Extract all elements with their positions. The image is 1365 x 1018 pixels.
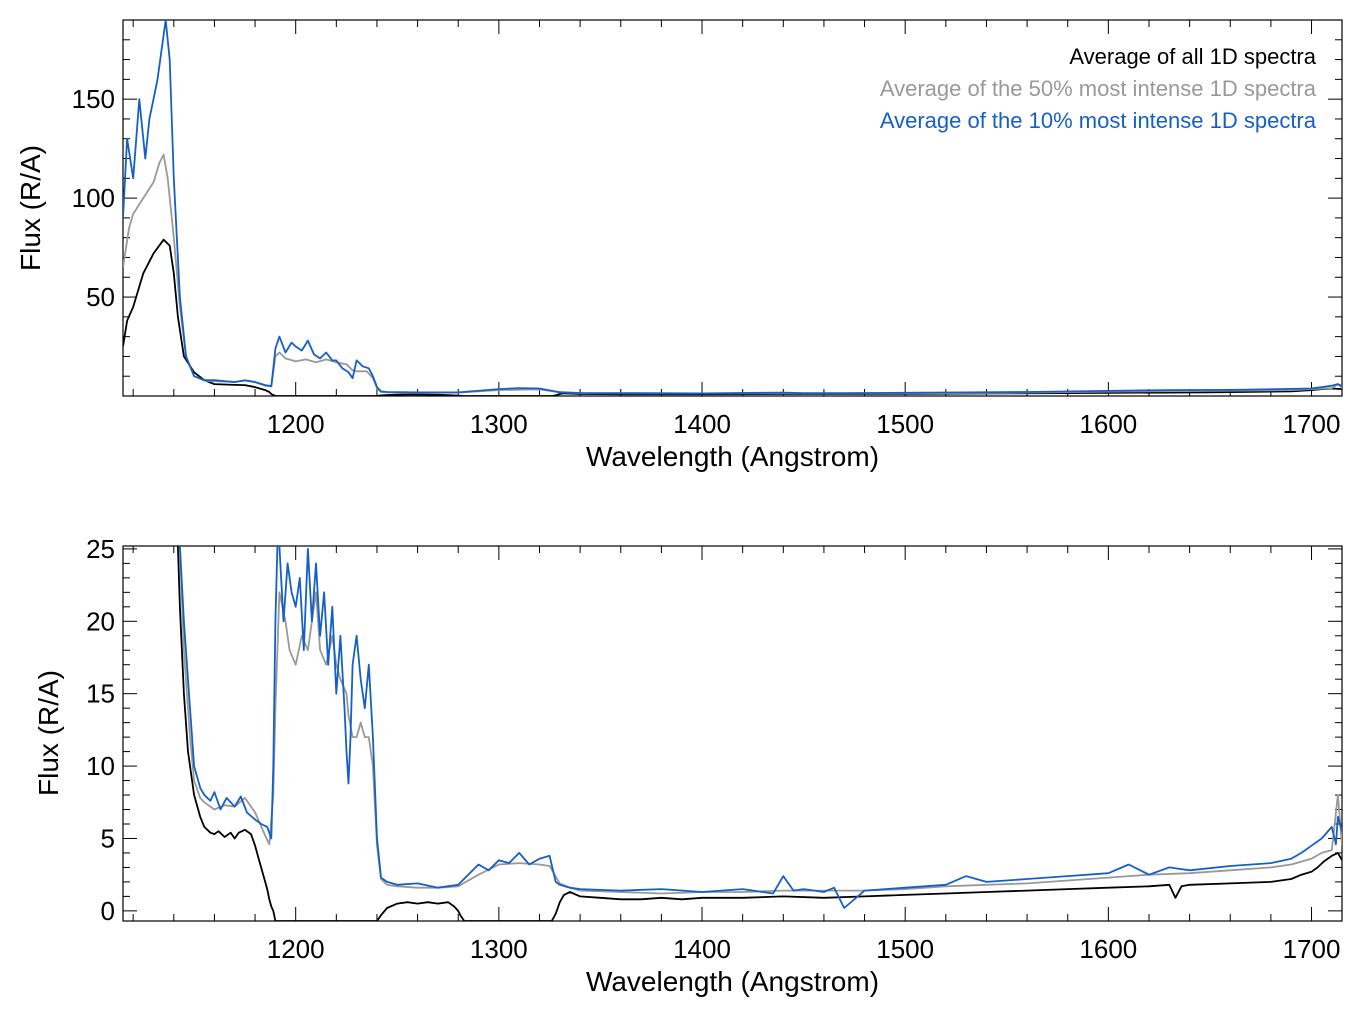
- series-line-2: [179, 546, 1342, 909]
- legend-entry-2: Average of the 10% most intense 1D spect…: [880, 108, 1317, 133]
- x-axis-title: Wavelength (Angstrom): [586, 966, 879, 997]
- x-tick-label: 1200: [267, 409, 325, 439]
- x-tick-label: 1600: [1079, 409, 1137, 439]
- x-tick-label: 1300: [470, 409, 528, 439]
- series-line-0: [177, 546, 1342, 921]
- y-axis-title: Flux (R/A): [33, 670, 64, 796]
- y-tick-label: 150: [72, 84, 115, 114]
- series-line-2: [123, 20, 1342, 395]
- x-axis-title: Wavelength (Angstrom): [586, 441, 879, 472]
- x-tick-label: 1200: [267, 934, 325, 964]
- series-lines: [123, 20, 1342, 396]
- y-tick-label: 15: [86, 679, 115, 709]
- y-tick-label: 5: [101, 823, 115, 853]
- y-tick-label: 0: [101, 896, 115, 926]
- y-axis-title: Flux (R/A): [15, 145, 46, 271]
- series-line-0: [123, 238, 1342, 396]
- y-tick-label: 50: [86, 282, 115, 312]
- legend-entry-1: Average of the 50% most intense 1D spect…: [880, 76, 1317, 101]
- bottom-panel: 1200 1300 1400 1500 1600 1700 0 5 10 15 20 25 Wavele…: [33, 534, 1343, 997]
- x-tick-label: 1400: [673, 934, 731, 964]
- series-line-1: [179, 546, 1342, 895]
- series-lines: [177, 546, 1342, 921]
- x-tick-label: 1500: [876, 409, 934, 439]
- legend-entry-0: Average of all 1D spectra: [1069, 44, 1316, 69]
- x-tick-label: 1500: [876, 934, 934, 964]
- x-tick-label: 1700: [1283, 934, 1341, 964]
- series-line-1: [123, 153, 1342, 395]
- x-tick-label: 1600: [1079, 934, 1137, 964]
- top-panel: 1200 1300 1400 1500 1600 1700 50 100 150 Waveleng…: [15, 19, 1343, 472]
- y-tick-label: 25: [86, 534, 115, 564]
- y-tick-label: 10: [86, 751, 115, 781]
- y-tick-label: 100: [72, 183, 115, 213]
- x-tick-label: 1300: [470, 934, 528, 964]
- y-tick-label: 20: [86, 606, 115, 636]
- plot-frame: [122, 545, 1343, 922]
- x-tick-label: 1400: [673, 409, 731, 439]
- x-tick-label: 1700: [1283, 409, 1341, 439]
